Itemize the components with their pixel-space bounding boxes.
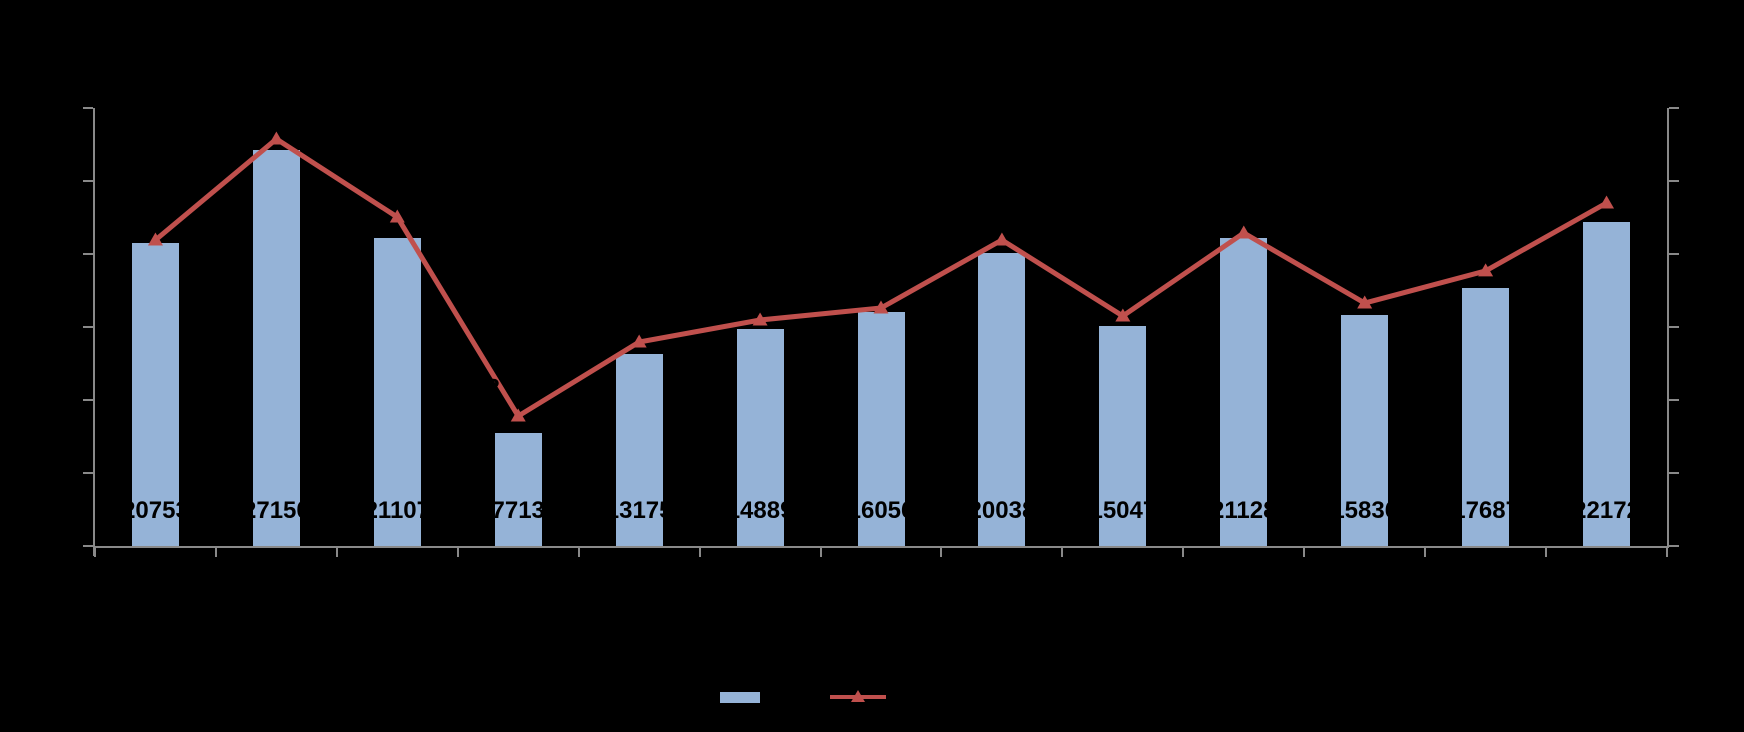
x-axis-tick — [456, 548, 459, 557]
y-axis-left-tick — [83, 399, 93, 401]
bar-data-label-9: 15047 — [1089, 497, 1157, 524]
y-axis-left-tick — [83, 253, 93, 255]
x-axis-tick — [1666, 548, 1668, 557]
bar-category-4 — [494, 433, 542, 546]
x-axis-tick — [819, 548, 822, 557]
line-marker-triangle-11 — [1357, 295, 1373, 309]
bar-data-label-6: 14889 — [726, 497, 794, 524]
line-series-path — [153, 135, 1608, 420]
x-axis-tick — [940, 548, 943, 557]
y-axis-right-tick — [1669, 472, 1679, 474]
bar-category-13 — [1583, 222, 1631, 546]
x-axis-tick — [698, 548, 701, 557]
bar-category-3 — [373, 237, 421, 546]
x-axis-tick — [577, 548, 580, 557]
bar-data-label-13: 22172 — [1573, 497, 1640, 524]
legend — [720, 688, 888, 706]
y-axis-left-tick — [83, 545, 93, 547]
line-marker-triangle-8 — [994, 232, 1010, 246]
line-marker-triangle-4 — [510, 408, 526, 422]
bar-data-label-8: 20038 — [968, 497, 1036, 524]
bar-category-6 — [736, 328, 784, 546]
bar-category-1 — [131, 243, 179, 546]
bar-category-5 — [615, 353, 663, 546]
bar-data-label-4: 7713 — [491, 497, 545, 524]
x-axis-tick — [1303, 548, 1306, 557]
bar-data-label-2: 27150 — [243, 497, 310, 524]
bar-category-8 — [978, 253, 1026, 546]
bar-category-11 — [1341, 314, 1389, 546]
y-axis-right-tick — [1669, 180, 1679, 182]
x-axis-tick — [1545, 548, 1548, 557]
y-axis-left-tick — [83, 326, 93, 328]
line-marker-triangle-3 — [389, 209, 405, 223]
x-axis-tick — [1061, 548, 1064, 557]
line-marker-triangle-7 — [873, 300, 889, 314]
bar-category-9 — [1099, 326, 1147, 546]
y-axis-right-tick — [1669, 253, 1679, 255]
line-marker-triangle-5 — [631, 334, 647, 348]
bar-data-label-12: 17687 — [1452, 497, 1519, 524]
bar-data-label-10: 21128 — [1211, 497, 1277, 524]
x-axis-tick — [94, 548, 96, 557]
y-axis-right-tick — [1669, 107, 1679, 109]
bar-data-label-7: 16056 — [847, 497, 915, 524]
line-marker-triangle-12 — [1478, 263, 1494, 277]
line-marker-triangle-9 — [1115, 308, 1131, 322]
x-axis-tick — [335, 548, 338, 557]
x-axis-tick — [214, 548, 217, 557]
line-partial-data-label: 8 — [486, 374, 500, 403]
y-axis-left — [93, 108, 95, 556]
legend-triangle-marker — [851, 690, 865, 702]
bar-data-label-3: 21107 — [364, 497, 430, 524]
x-axis — [93, 546, 1669, 548]
line-marker-triangle-13 — [1599, 195, 1615, 209]
bar-data-label-1: 20753 — [122, 497, 189, 524]
y-axis-right-tick — [1669, 326, 1679, 328]
y-axis-right-tick — [1669, 545, 1679, 547]
y-axis-left-tick — [83, 472, 93, 474]
x-axis-tick — [1182, 548, 1185, 557]
bar-category-2 — [252, 149, 300, 546]
line-marker-triangle-10 — [1236, 225, 1252, 239]
y-axis-right — [1667, 108, 1669, 548]
y-axis-left-tick — [83, 180, 93, 182]
bar-category-12 — [1462, 287, 1510, 546]
line-marker-triangle-2 — [268, 131, 284, 145]
legend-bar-swatch-icon — [720, 691, 760, 703]
line-marker-triangle-6 — [752, 312, 768, 326]
line-marker-triangle-1 — [147, 232, 163, 246]
bar-category-10 — [1220, 237, 1268, 546]
bar-data-label-11: 15836 — [1331, 497, 1399, 524]
bar-category-7 — [857, 311, 905, 546]
bar-data-label-5: 13175 — [605, 497, 673, 524]
y-axis-left-tick — [83, 107, 93, 109]
legend-line-swatch-icon — [830, 690, 886, 702]
x-axis-tick — [1424, 548, 1427, 557]
y-axis-right-tick — [1669, 399, 1679, 401]
